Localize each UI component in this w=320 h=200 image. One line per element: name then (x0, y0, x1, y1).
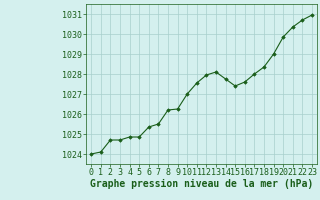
X-axis label: Graphe pression niveau de la mer (hPa): Graphe pression niveau de la mer (hPa) (90, 179, 313, 189)
